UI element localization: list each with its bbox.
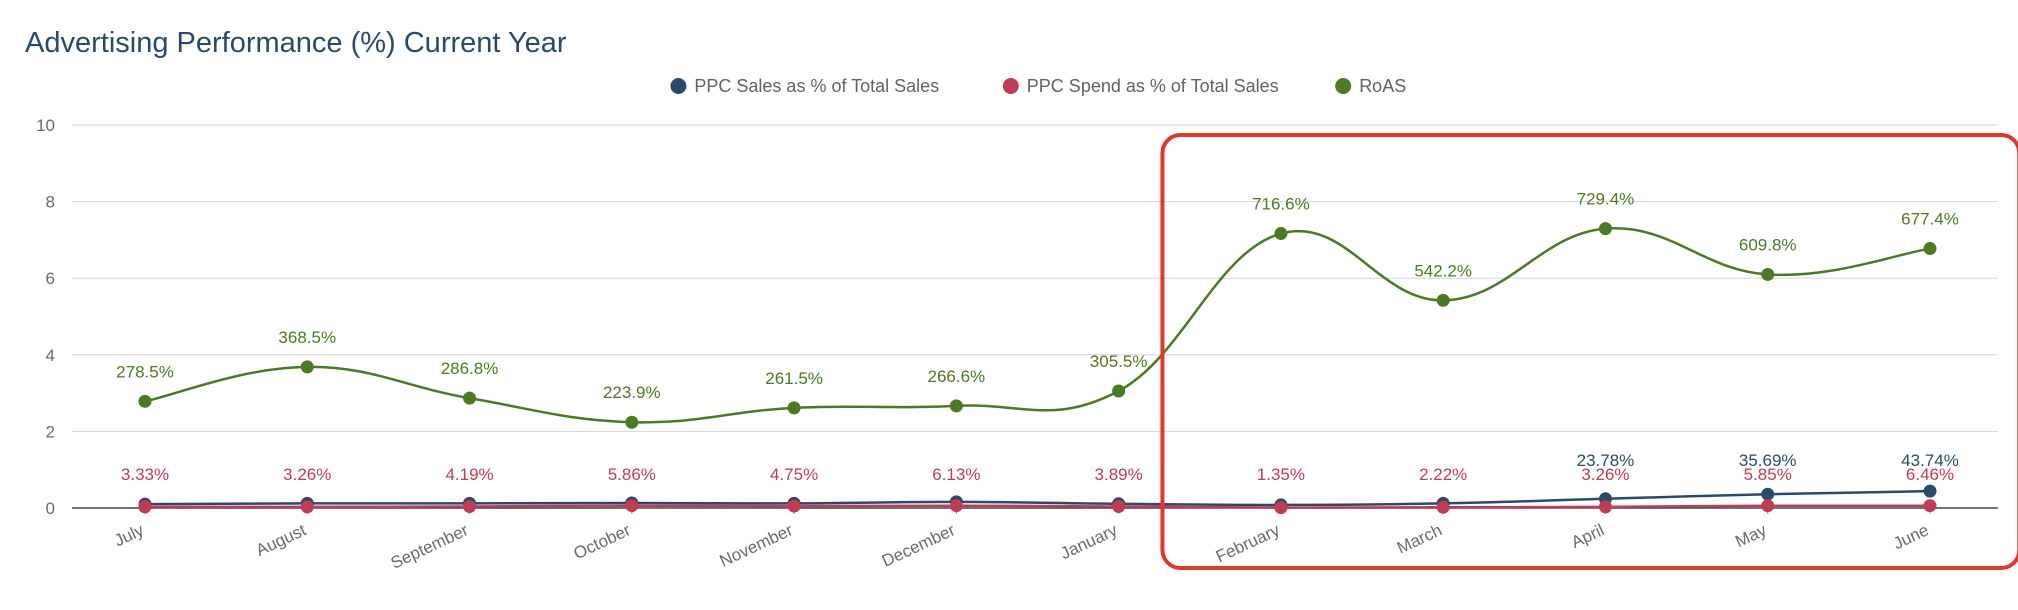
- data-point: [1436, 293, 1450, 307]
- x-tick-label: July: [111, 520, 147, 550]
- x-tick-label: March: [1394, 520, 1445, 557]
- y-axis-ticks: 0 2 4 6 8 10: [36, 116, 55, 518]
- x-tick-label: January: [1057, 520, 1120, 563]
- data-point: [1923, 242, 1937, 256]
- series-lines: [144, 227, 1931, 509]
- series-line: [144, 227, 1931, 424]
- data-label: 43.74%: [1901, 451, 1959, 470]
- data-point: [1761, 267, 1775, 281]
- x-tick-label: September: [388, 520, 472, 573]
- data-point: [625, 415, 639, 429]
- legend-label: PPC Sales as % of Total Sales: [694, 76, 939, 96]
- chart-title: Advertising Performance (%) Current Year: [25, 27, 567, 59]
- data-point: [1274, 227, 1288, 241]
- data-point: [1436, 500, 1450, 514]
- legend: PPC Sales as % of Total Sales PPC Spend a…: [670, 76, 1406, 96]
- data-point: [1761, 487, 1775, 501]
- x-tick-label: November: [717, 520, 796, 571]
- data-point: [1761, 499, 1775, 513]
- data-label: 3.26%: [283, 465, 331, 484]
- x-tick-label: December: [879, 520, 958, 571]
- data-label: 3.26%: [1581, 465, 1629, 484]
- legend-marker: [670, 78, 687, 94]
- legend-label: PPC Spend as % of Total Sales: [1027, 76, 1279, 96]
- data-label: 3.89%: [1095, 465, 1143, 484]
- legend-marker: [1335, 78, 1352, 94]
- y-tick-label: 10: [36, 116, 55, 135]
- series-points: [138, 222, 1937, 515]
- data-point: [1598, 222, 1612, 236]
- data-label: 23.78%: [1577, 451, 1635, 470]
- data-point: [1923, 499, 1937, 513]
- legend-label: RoAS: [1359, 76, 1406, 96]
- data-label: 278.5%: [116, 362, 174, 381]
- data-point: [463, 391, 477, 405]
- data-label: 6.46%: [1906, 465, 1954, 484]
- data-point: [787, 499, 801, 513]
- series-line: [144, 504, 1931, 509]
- data-point: [1274, 501, 1288, 515]
- data-label: 542.2%: [1414, 261, 1472, 280]
- data-label: 4.19%: [445, 465, 493, 484]
- data-label: 5.86%: [608, 465, 656, 484]
- x-tick-label: June: [1890, 520, 1931, 553]
- data-point: [300, 500, 314, 514]
- data-point: [1112, 499, 1126, 513]
- data-label: 729.4%: [1577, 190, 1635, 209]
- x-axis-ticks: July August September October November Decemb…: [111, 508, 1932, 573]
- x-tick-label: May: [1732, 520, 1770, 551]
- series-line: [144, 489, 1931, 507]
- data-point: [300, 360, 314, 374]
- data-label: 368.5%: [278, 328, 336, 347]
- data-label: 2.22%: [1419, 465, 1467, 484]
- data-point: [138, 500, 152, 514]
- annotations: [1160, 133, 2018, 570]
- y-tick-label: 2: [46, 422, 55, 441]
- data-point: [1923, 484, 1937, 498]
- data-point: [625, 499, 639, 513]
- data-point: [1598, 500, 1612, 514]
- data-point: [1112, 384, 1126, 398]
- data-label: 5.85%: [1744, 465, 1792, 484]
- y-tick-label: 0: [46, 499, 55, 518]
- data-label: 609.8%: [1739, 235, 1797, 254]
- data-label: 223.9%: [603, 383, 661, 402]
- y-tick-label: 4: [46, 346, 55, 365]
- data-label: 4.75%: [770, 465, 818, 484]
- x-tick-label: October: [571, 520, 634, 563]
- data-label: 305.5%: [1090, 352, 1148, 371]
- data-label: 1.35%: [1257, 465, 1305, 484]
- data-point: [138, 394, 152, 408]
- gridlines: [72, 124, 1998, 509]
- data-label: 261.5%: [765, 369, 823, 388]
- data-point: [949, 499, 963, 513]
- data-label: 716.6%: [1252, 195, 1310, 214]
- data-point: [787, 401, 801, 415]
- highlight-box: [1160, 133, 2018, 570]
- data-label: 286.8%: [441, 359, 499, 378]
- data-point: [463, 499, 477, 513]
- data-label: 266.6%: [928, 367, 986, 386]
- x-tick-label: August: [253, 520, 309, 560]
- data-labels: 23.78% 35.69% 43.74% 3.33% 3.26% 4.19% 5.86% 4.…: [116, 190, 1959, 484]
- data-point: [949, 399, 963, 413]
- data-label: 6.13%: [932, 465, 980, 484]
- data-label: 677.4%: [1901, 210, 1959, 229]
- x-tick-label: February: [1213, 520, 1283, 566]
- legend-marker: [1002, 78, 1019, 94]
- data-label: 35.69%: [1739, 451, 1797, 470]
- y-tick-label: 8: [46, 193, 55, 212]
- y-tick-label: 6: [46, 269, 55, 288]
- data-label: 3.33%: [121, 465, 169, 484]
- x-tick-label: April: [1568, 520, 1607, 552]
